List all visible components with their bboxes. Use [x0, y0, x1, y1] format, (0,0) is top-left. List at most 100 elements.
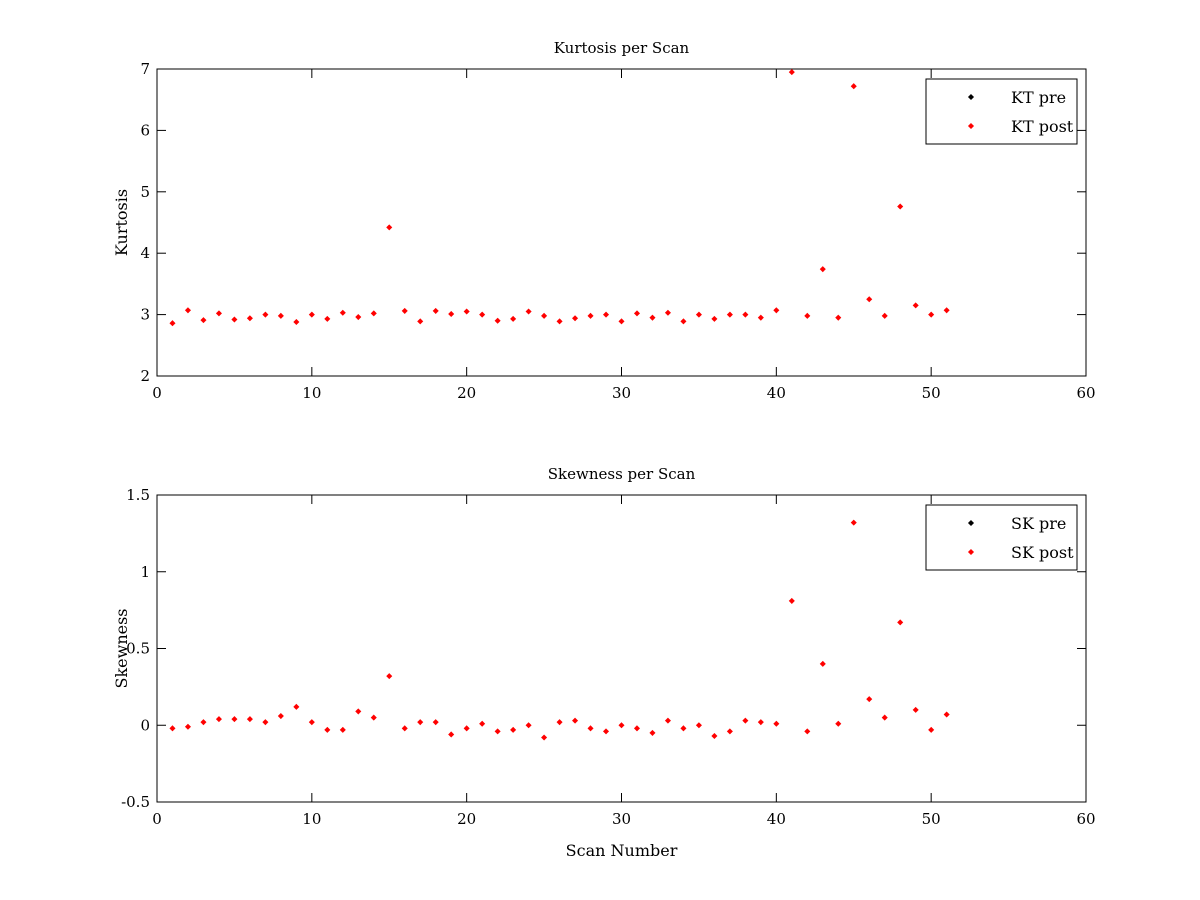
y-tick-label: 3: [140, 306, 150, 324]
x-tick-label: 20: [457, 810, 476, 828]
data-point-kt-post: [633, 310, 641, 317]
data-point-kt-post: [757, 314, 764, 321]
x-tick-label: 30: [612, 810, 631, 828]
y-tick-label: 0.5: [126, 640, 150, 658]
data-point-sk-post: [463, 725, 470, 732]
data-point-kt-post: [602, 311, 610, 318]
legend-label: SK post: [1011, 543, 1074, 562]
data-point-sk-post: [293, 703, 300, 710]
data-point-kt-post: [262, 311, 269, 318]
legend-label: KT pre: [1011, 88, 1066, 107]
data-point-kt-post: [819, 266, 826, 273]
kurtosis-chart: 0 10 20 30 40 50 60 2 3 4 5 6 7 Kurtosis per Scan Kurt…: [112, 39, 1096, 402]
x-tick-label: 40: [767, 810, 786, 828]
data-point-kt-post: [788, 69, 795, 76]
data-point-sk-post: [355, 708, 362, 715]
x-tick-label: 0: [152, 810, 162, 828]
data-point-sk-post: [881, 714, 888, 721]
data-point-sk-post: [277, 713, 284, 720]
y-tick-label: 4: [140, 244, 150, 262]
data-point-kt-post: [928, 311, 935, 318]
data-point-sk-post: [742, 717, 749, 724]
data-point-kt-post: [804, 312, 811, 319]
y-tick-label: 6: [140, 121, 150, 139]
data-point-kt-post: [881, 312, 888, 319]
data-point-sk-post: [246, 716, 253, 723]
legend-marker: [967, 122, 975, 130]
data-point-sk-post: [850, 519, 857, 526]
x-tick-label: 60: [1076, 384, 1095, 402]
x-tick-label: 10: [302, 810, 321, 828]
y-tick-label: 5: [140, 183, 150, 201]
y-tick-label: -0.5: [121, 793, 150, 811]
y-tick-label: 1.5: [126, 486, 150, 504]
data-point-sk-post: [788, 597, 795, 604]
legend-box: [925, 78, 1078, 145]
data-point-sk-post: [370, 714, 377, 721]
data-point-kt-post: [556, 318, 563, 325]
data-point-sk-post: [479, 720, 486, 727]
legend-box: [925, 504, 1078, 571]
data-point-sk-post: [184, 723, 191, 730]
data-point-kt-post: [200, 317, 207, 324]
data-point-sk-post: [448, 731, 455, 738]
data-point-sk-post: [928, 726, 935, 733]
data-point-sk-post: [757, 719, 764, 726]
data-point-kt-post: [525, 308, 532, 315]
data-point-kt-post: [587, 312, 594, 319]
data-point-sk-post: [572, 717, 579, 724]
data-point-kt-post: [231, 316, 238, 323]
data-point-kt-post: [355, 314, 362, 321]
data-point-kt-post: [448, 310, 455, 318]
data-point-sk-post: [711, 732, 718, 740]
data-point-sk-post: [804, 728, 811, 735]
data-point-sk-post: [215, 716, 222, 723]
data-point-kt-post: [572, 315, 579, 322]
data-point-sk-post: [231, 716, 238, 723]
data-point-kt-post: [246, 315, 253, 322]
chart-title: Kurtosis per Scan: [554, 39, 690, 57]
data-point-kt-post: [711, 315, 718, 322]
legend: SK pre SK post: [925, 504, 1078, 571]
x-tick-label: 40: [767, 384, 786, 402]
data-point-kt-post: [680, 318, 687, 325]
data-point-sk-post: [432, 719, 439, 726]
data-point-kt-post: [293, 318, 300, 325]
y-tick-label: 0: [140, 716, 150, 734]
data-point-sk-post: [525, 722, 532, 729]
x-tick-label: 50: [922, 384, 941, 402]
data-point-kt-post: [401, 307, 408, 314]
data-point-sk-post: [169, 725, 176, 732]
x-tick-label: 60: [1076, 810, 1095, 828]
data-point-kt-post: [897, 203, 904, 210]
data-point-kt-post: [370, 310, 377, 317]
data-point-kt-post: [943, 307, 950, 314]
data-point-sk-post: [200, 719, 207, 726]
data-point-sk-post: [262, 719, 269, 726]
x-axis-title: Scan Number: [566, 841, 678, 860]
legend-marker: [967, 519, 975, 527]
data-point-kt-post: [339, 309, 346, 316]
data-point-kt-post: [215, 310, 222, 317]
y-tick-label: 7: [140, 60, 150, 78]
data-point-sk-post: [835, 720, 842, 727]
y-tick-label: 2: [140, 367, 150, 385]
data-point-sk-post: [664, 717, 671, 724]
data-point-sk-post: [912, 706, 919, 713]
data-point-kt-post: [463, 308, 470, 315]
y-axis-title: Kurtosis: [112, 189, 131, 256]
data-point-sk-post: [773, 720, 780, 727]
data-point-sk-post: [602, 728, 610, 735]
data-point-kt-post: [479, 311, 486, 318]
data-point-sk-post: [417, 719, 424, 726]
data-point-sk-post: [633, 725, 641, 732]
data-point-sk-post: [897, 619, 904, 626]
data-point-kt-post: [184, 307, 191, 314]
data-point-sk-post: [510, 726, 517, 733]
data-point-sk-post: [695, 722, 702, 729]
data-point-sk-post: [943, 711, 950, 718]
legend-label: KT post: [1011, 117, 1074, 136]
x-tick-label: 10: [302, 384, 321, 402]
